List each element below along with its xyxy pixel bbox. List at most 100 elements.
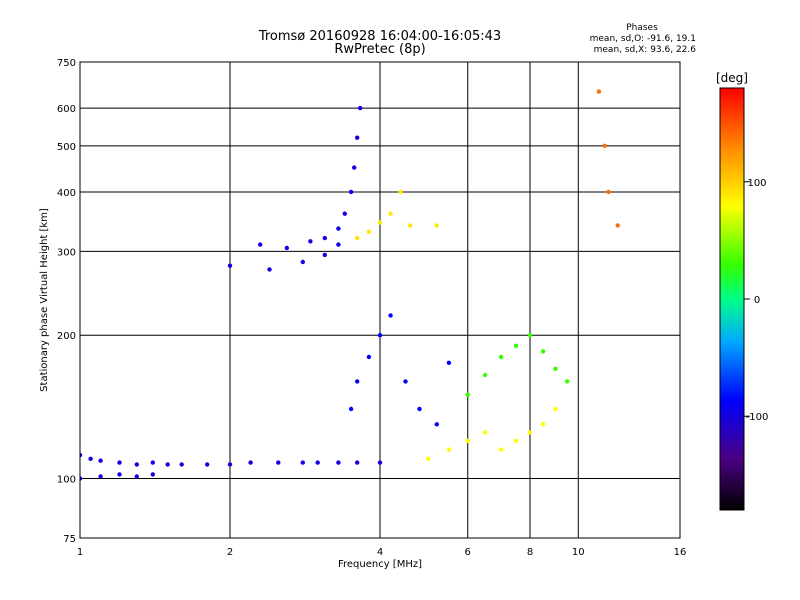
data-point: [540, 349, 546, 354]
y-tick-label: 750: [57, 58, 76, 69]
y-tick-label: 100: [57, 475, 76, 486]
data-point: [358, 105, 363, 111]
phase-legend-o: mean, sd,O: -91.6, 19.1: [590, 34, 696, 44]
colorbar: [719, 87, 745, 511]
data-points: [80, 89, 620, 481]
data-point: [553, 366, 558, 371]
colorbar-ticks: 100 0 -100: [744, 178, 768, 423]
data-point: [355, 460, 360, 465]
x-tick-label: 8: [527, 547, 533, 558]
data-point: [446, 360, 452, 365]
phase-legend-x: mean, sd,X: 93.6, 22.6: [594, 45, 697, 55]
y-axis-label: Stationary phase Virtual Height [km]: [39, 208, 50, 392]
y-tick-label: 75: [63, 534, 76, 545]
data-point: [348, 406, 354, 412]
y-axis: 75 100 200 300 400 500 600 750: [57, 58, 76, 545]
data-point: [398, 189, 403, 195]
data-point: [527, 333, 533, 338]
data-point: [336, 460, 341, 465]
data-point: [258, 242, 263, 247]
data-point: [377, 220, 383, 225]
data-point: [403, 379, 408, 384]
data-point: [300, 259, 305, 265]
data-point: [366, 354, 372, 360]
data-point: [388, 313, 393, 318]
data-point: [300, 460, 305, 465]
x-tick-label: 4: [377, 547, 383, 558]
data-point: [165, 462, 170, 467]
data-point: [315, 460, 320, 465]
data-point: [434, 223, 439, 228]
phase-legend-title: Phases: [626, 23, 658, 33]
data-point: [88, 456, 93, 461]
data-point: [377, 460, 383, 465]
data-point: [98, 474, 103, 479]
data-point: [308, 239, 313, 244]
data-point: [482, 430, 488, 435]
data-point: [227, 462, 233, 467]
data-point: [513, 438, 519, 443]
data-point: [342, 211, 347, 216]
data-point: [498, 354, 504, 360]
x-tick-label: 6: [465, 547, 471, 558]
data-point: [388, 211, 393, 216]
plot-frame: [79, 61, 681, 539]
data-point: [336, 242, 341, 247]
data-point: [150, 472, 155, 477]
chart-subtitle: RwPretec (8p): [334, 42, 425, 57]
y-tick-label: 300: [57, 247, 76, 258]
data-point: [606, 189, 611, 195]
data-point: [434, 422, 439, 427]
data-point: [446, 447, 452, 452]
data-point: [179, 462, 184, 467]
data-point: [80, 452, 83, 458]
x-tick-label: 10: [572, 547, 585, 558]
data-point: [366, 229, 372, 234]
colorbar-tick-label: -100: [746, 412, 769, 423]
data-point: [134, 474, 139, 479]
data-point: [417, 406, 422, 412]
data-point: [276, 460, 281, 465]
data-point: [498, 447, 504, 452]
data-point: [527, 430, 533, 435]
data-point: [322, 252, 327, 258]
data-point: [98, 458, 103, 463]
data-point: [377, 333, 383, 338]
data-point: [565, 379, 570, 384]
data-point: [513, 343, 519, 348]
y-tick-label: 200: [57, 331, 76, 342]
data-point: [355, 235, 360, 241]
data-point: [355, 379, 360, 384]
data-point: [205, 462, 210, 467]
data-point: [482, 372, 488, 378]
data-point: [540, 422, 546, 427]
data-point: [227, 263, 233, 268]
x-tick-label: 2: [227, 547, 233, 558]
data-point: [267, 267, 272, 272]
data-point: [602, 143, 607, 148]
data-point: [465, 392, 470, 397]
data-point: [117, 472, 122, 477]
data-point: [465, 438, 470, 443]
grid-lines: [80, 62, 680, 538]
data-point: [352, 165, 357, 170]
data-point: [284, 245, 289, 251]
data-point: [615, 223, 620, 228]
chart-title: Tromsø 20160928 16:04:00-16:05:43: [258, 29, 501, 44]
data-point: [355, 135, 360, 140]
y-tick-label: 500: [57, 142, 76, 153]
data-point: [134, 462, 139, 467]
data-point: [348, 189, 354, 195]
data-point: [596, 89, 602, 94]
data-point: [408, 223, 413, 228]
x-axis-label: Frequency [MHz]: [338, 559, 422, 570]
data-point: [426, 456, 431, 461]
x-tick-label: 16: [674, 547, 687, 558]
x-tick-label: 1: [77, 547, 83, 558]
data-point: [336, 226, 341, 231]
data-point: [80, 476, 83, 481]
colorbar-tick-label: 100: [747, 178, 766, 189]
data-point: [248, 460, 253, 465]
data-point: [553, 406, 558, 412]
colorbar-label: [deg]: [716, 71, 748, 85]
